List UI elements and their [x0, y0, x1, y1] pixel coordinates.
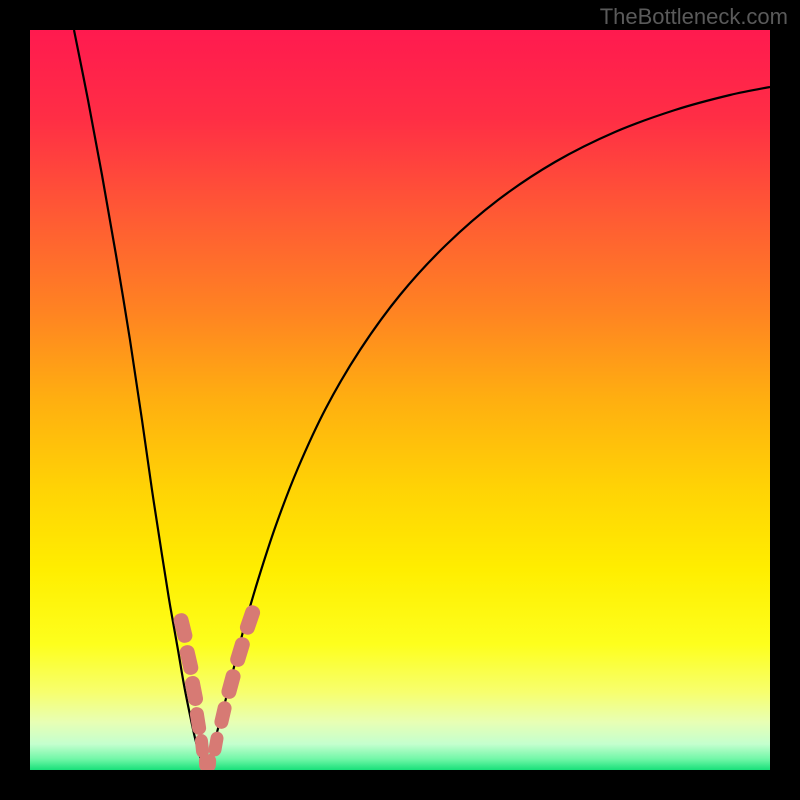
chart-container: TheBottleneck.com [0, 0, 800, 800]
watermark-text: TheBottleneck.com [600, 4, 788, 30]
data-marker [207, 731, 224, 758]
data-marker [238, 603, 262, 636]
data-marker [213, 700, 233, 730]
data-marker [189, 706, 207, 736]
bottleneck-curve [30, 30, 770, 770]
data-marker [228, 635, 251, 668]
data-marker [220, 668, 242, 701]
plot-area [30, 30, 770, 770]
curve-right-branch [205, 87, 770, 770]
data-markers [172, 603, 262, 770]
